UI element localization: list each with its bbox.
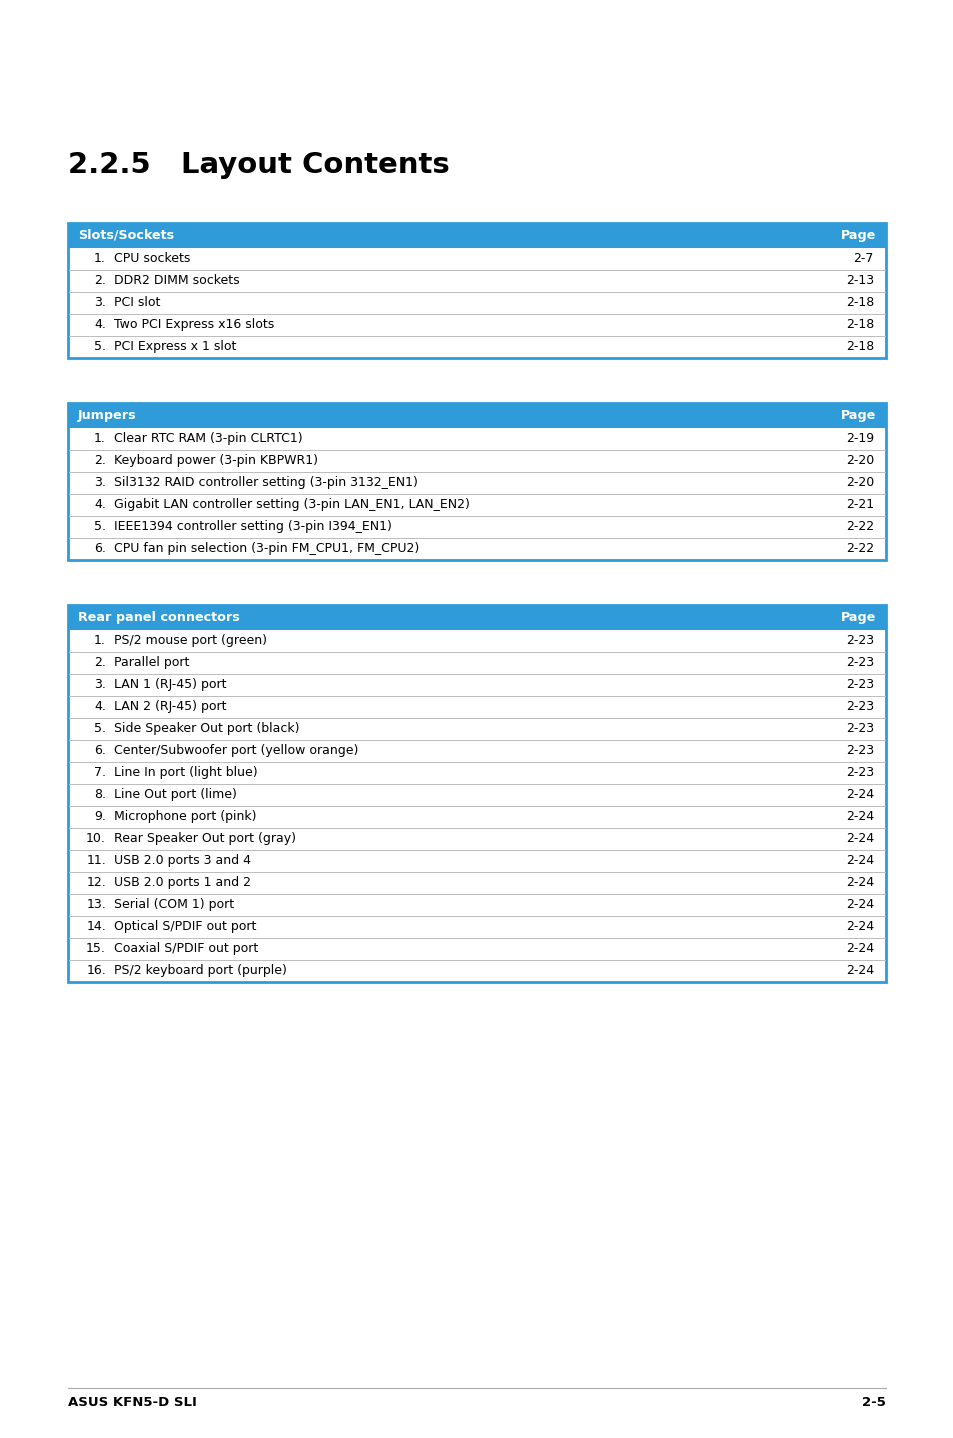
Text: 14.: 14. — [86, 920, 106, 933]
Text: 1.: 1. — [94, 634, 106, 647]
Text: 3.: 3. — [94, 679, 106, 692]
Text: 4.: 4. — [94, 318, 106, 331]
Text: Serial (COM 1) port: Serial (COM 1) port — [113, 899, 233, 912]
Text: 2-22: 2-22 — [845, 542, 873, 555]
Text: 2-24: 2-24 — [845, 833, 873, 846]
Bar — [68, 605, 885, 982]
Text: 2-18: 2-18 — [845, 318, 873, 331]
Text: 5.: 5. — [94, 722, 106, 735]
Text: USB 2.0 ports 3 and 4: USB 2.0 ports 3 and 4 — [113, 854, 251, 867]
Text: 6.: 6. — [94, 542, 106, 555]
Text: 2-23: 2-23 — [845, 679, 873, 692]
Text: 2-21: 2-21 — [845, 499, 873, 512]
Text: 2-13: 2-13 — [845, 275, 873, 288]
Text: 2-24: 2-24 — [845, 876, 873, 889]
Text: 3.: 3. — [94, 476, 106, 489]
Text: 2-5: 2-5 — [862, 1396, 885, 1409]
Text: Page: Page — [840, 229, 875, 242]
Bar — [68, 223, 885, 247]
Text: 2-24: 2-24 — [845, 788, 873, 801]
Text: Clear RTC RAM (3-pin CLRTC1): Clear RTC RAM (3-pin CLRTC1) — [113, 433, 302, 446]
Bar — [68, 403, 885, 559]
Text: 2-24: 2-24 — [845, 854, 873, 867]
Text: 3.: 3. — [94, 296, 106, 309]
Text: 2-23: 2-23 — [845, 722, 873, 735]
Text: CPU fan pin selection (3-pin FM_CPU1, FM_CPU2): CPU fan pin selection (3-pin FM_CPU1, FM… — [113, 542, 418, 555]
Text: LAN 1 (RJ-45) port: LAN 1 (RJ-45) port — [113, 679, 226, 692]
Text: 1.: 1. — [94, 433, 106, 446]
Text: Line Out port (lime): Line Out port (lime) — [113, 788, 236, 801]
Text: 2.: 2. — [94, 656, 106, 670]
Text: Page: Page — [840, 611, 875, 624]
Text: Gigabit LAN controller setting (3-pin LAN_EN1, LAN_EN2): Gigabit LAN controller setting (3-pin LA… — [113, 499, 470, 512]
Text: Rear Speaker Out port (gray): Rear Speaker Out port (gray) — [113, 833, 295, 846]
Text: 9.: 9. — [94, 811, 106, 824]
Text: PS/2 keyboard port (purple): PS/2 keyboard port (purple) — [113, 965, 287, 978]
Text: Coaxial S/PDIF out port: Coaxial S/PDIF out port — [113, 942, 258, 955]
Text: 2.2.5   Layout Contents: 2.2.5 Layout Contents — [68, 151, 449, 178]
Text: Two PCI Express x16 slots: Two PCI Express x16 slots — [113, 318, 274, 331]
Text: 2-20: 2-20 — [845, 476, 873, 489]
Text: Keyboard power (3-pin KBPWR1): Keyboard power (3-pin KBPWR1) — [113, 454, 317, 467]
Text: PCI slot: PCI slot — [113, 296, 160, 309]
Text: 2-23: 2-23 — [845, 656, 873, 670]
Text: 4.: 4. — [94, 499, 106, 512]
Text: Parallel port: Parallel port — [113, 656, 190, 670]
Text: Jumpers: Jumpers — [78, 408, 136, 421]
Text: 2-24: 2-24 — [845, 899, 873, 912]
Text: Slots/Sockets: Slots/Sockets — [78, 229, 174, 242]
Text: 8.: 8. — [94, 788, 106, 801]
Text: 13.: 13. — [86, 899, 106, 912]
Text: 2-23: 2-23 — [845, 766, 873, 779]
Text: Line In port (light blue): Line In port (light blue) — [113, 766, 257, 779]
Text: 2-18: 2-18 — [845, 296, 873, 309]
Text: 2-24: 2-24 — [845, 942, 873, 955]
Text: IEEE1394 controller setting (3-pin I394_EN1): IEEE1394 controller setting (3-pin I394_… — [113, 521, 392, 533]
Text: 2-24: 2-24 — [845, 965, 873, 978]
Text: 2-24: 2-24 — [845, 811, 873, 824]
Text: 2-7: 2-7 — [853, 253, 873, 266]
Text: Page: Page — [840, 408, 875, 421]
Text: Center/Subwoofer port (yellow orange): Center/Subwoofer port (yellow orange) — [113, 745, 358, 758]
Bar — [68, 223, 885, 358]
Text: 2-22: 2-22 — [845, 521, 873, 533]
Text: 2-24: 2-24 — [845, 920, 873, 933]
Bar — [68, 605, 885, 630]
Text: 5.: 5. — [94, 341, 106, 354]
Text: 2-23: 2-23 — [845, 745, 873, 758]
Text: 2-18: 2-18 — [845, 341, 873, 354]
Text: Microphone port (pink): Microphone port (pink) — [113, 811, 256, 824]
Text: 15.: 15. — [86, 942, 106, 955]
Text: Rear panel connectors: Rear panel connectors — [78, 611, 239, 624]
Text: ASUS KFN5-D SLI: ASUS KFN5-D SLI — [68, 1396, 196, 1409]
Text: 2.: 2. — [94, 275, 106, 288]
Text: Sil3132 RAID controller setting (3-pin 3132_EN1): Sil3132 RAID controller setting (3-pin 3… — [113, 476, 417, 489]
Text: 6.: 6. — [94, 745, 106, 758]
Text: Optical S/PDIF out port: Optical S/PDIF out port — [113, 920, 256, 933]
Text: 2-19: 2-19 — [845, 433, 873, 446]
Text: 2.: 2. — [94, 454, 106, 467]
Text: Side Speaker Out port (black): Side Speaker Out port (black) — [113, 722, 299, 735]
Text: PS/2 mouse port (green): PS/2 mouse port (green) — [113, 634, 267, 647]
Text: LAN 2 (RJ-45) port: LAN 2 (RJ-45) port — [113, 700, 226, 713]
Text: 11.: 11. — [86, 854, 106, 867]
Text: 2-23: 2-23 — [845, 634, 873, 647]
Text: 5.: 5. — [94, 521, 106, 533]
Text: 16.: 16. — [86, 965, 106, 978]
Bar — [68, 403, 885, 429]
Text: 10.: 10. — [86, 833, 106, 846]
Text: 1.: 1. — [94, 253, 106, 266]
Text: 2-20: 2-20 — [845, 454, 873, 467]
Text: CPU sockets: CPU sockets — [113, 253, 191, 266]
Text: PCI Express x 1 slot: PCI Express x 1 slot — [113, 341, 236, 354]
Text: 2-23: 2-23 — [845, 700, 873, 713]
Text: 7.: 7. — [94, 766, 106, 779]
Text: DDR2 DIMM sockets: DDR2 DIMM sockets — [113, 275, 239, 288]
Text: USB 2.0 ports 1 and 2: USB 2.0 ports 1 and 2 — [113, 876, 251, 889]
Text: 4.: 4. — [94, 700, 106, 713]
Text: 12.: 12. — [86, 876, 106, 889]
